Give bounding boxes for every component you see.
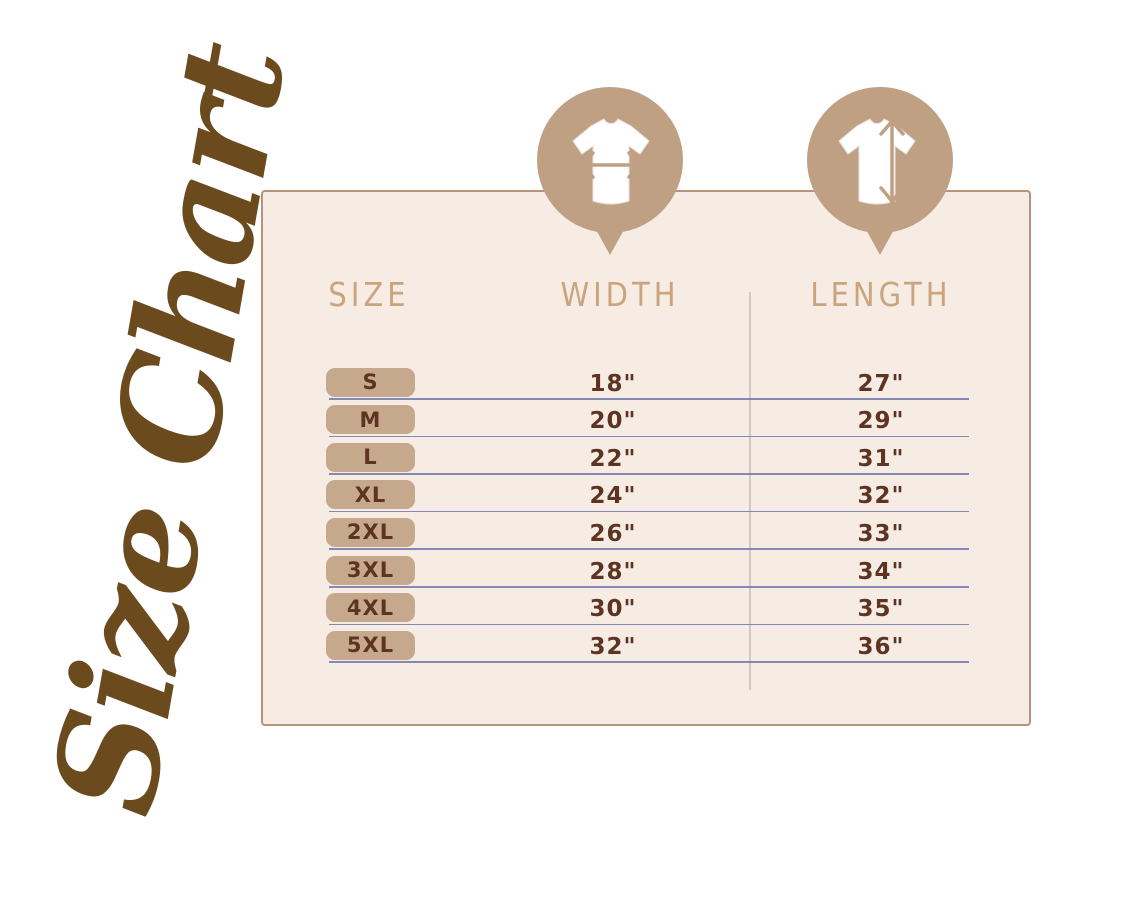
table-row: M 20" 29" bbox=[263, 400, 1029, 438]
length-value: 35" bbox=[857, 596, 905, 623]
size-label: 2XL bbox=[346, 520, 395, 545]
size-pill: S bbox=[326, 367, 415, 397]
size-label: 5XL bbox=[346, 633, 395, 658]
length-value: 33" bbox=[857, 520, 905, 547]
length-value: 29" bbox=[857, 408, 905, 435]
width-value: 20" bbox=[589, 408, 637, 435]
length-value: 36" bbox=[857, 633, 905, 660]
size-pill: XL bbox=[326, 480, 415, 510]
length-value: 27" bbox=[857, 370, 905, 397]
column-divider bbox=[749, 292, 751, 690]
row-underline bbox=[329, 398, 969, 400]
size-label: S bbox=[362, 370, 379, 395]
width-value: 30" bbox=[589, 596, 637, 623]
size-label: L bbox=[363, 445, 378, 470]
length-measure-bubble bbox=[807, 87, 953, 263]
length-value: 31" bbox=[857, 445, 905, 472]
width-value: 26" bbox=[589, 520, 637, 547]
row-underline bbox=[329, 473, 969, 475]
table-row: 4XL 30" 35" bbox=[263, 588, 1029, 626]
column-header-size: SIZE bbox=[328, 275, 410, 315]
width-value: 32" bbox=[589, 633, 637, 660]
table-row: L 22" 31" bbox=[263, 437, 1029, 475]
size-pill: 4XL bbox=[326, 593, 415, 623]
row-underline bbox=[329, 548, 969, 550]
length-value: 32" bbox=[857, 483, 905, 510]
size-pill: M bbox=[326, 405, 415, 435]
width-value: 18" bbox=[589, 370, 637, 397]
size-label: 4XL bbox=[346, 595, 395, 620]
size-pill: 5XL bbox=[326, 630, 415, 660]
column-header-width: WIDTH bbox=[560, 275, 680, 315]
row-underline bbox=[329, 661, 969, 663]
table-row: XL 24" 32" bbox=[263, 475, 1029, 513]
shirt-width-icon bbox=[537, 87, 683, 255]
width-value: 24" bbox=[589, 483, 637, 510]
length-value: 34" bbox=[857, 558, 905, 585]
column-header-length: LENGTH bbox=[810, 275, 952, 315]
size-table: S 18" 27" M 20" 29" L 22" 31" XL 24" 32"… bbox=[263, 362, 1029, 663]
table-row: S 18" 27" bbox=[263, 362, 1029, 400]
row-underline bbox=[329, 435, 969, 438]
size-label: M bbox=[359, 407, 382, 432]
shirt-length-icon bbox=[807, 87, 953, 255]
size-label: 3XL bbox=[346, 558, 395, 583]
size-label: XL bbox=[354, 482, 387, 507]
row-underline bbox=[329, 510, 969, 513]
width-value: 22" bbox=[589, 445, 637, 472]
size-pill: 2XL bbox=[326, 517, 415, 547]
row-underline bbox=[329, 586, 969, 588]
table-row: 2XL 26" 33" bbox=[263, 512, 1029, 550]
width-value: 28" bbox=[589, 558, 637, 585]
size-chart-panel: SIZE WIDTH LENGTH S 18" 27" M 20" 29" L … bbox=[261, 190, 1031, 726]
size-pill: 3XL bbox=[326, 555, 415, 585]
width-measure-bubble bbox=[537, 87, 683, 263]
row-underline bbox=[329, 623, 969, 626]
table-row: 3XL 28" 34" bbox=[263, 550, 1029, 588]
table-row: 5XL 32" 36" bbox=[263, 625, 1029, 663]
size-pill: L bbox=[326, 442, 415, 472]
